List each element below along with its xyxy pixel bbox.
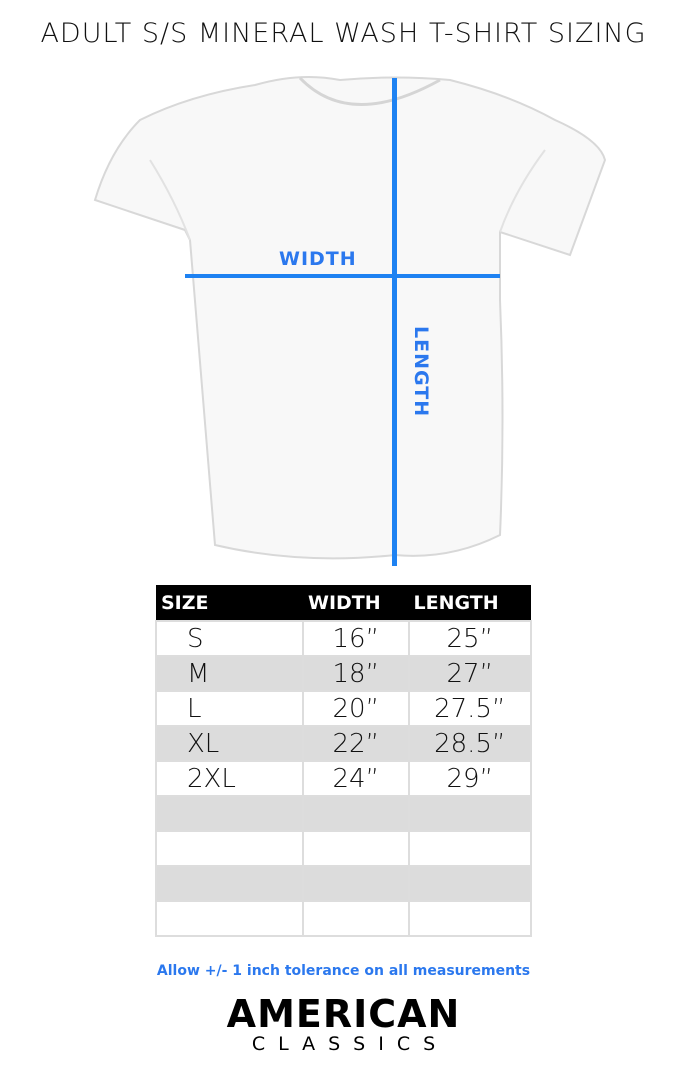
length-line xyxy=(392,78,397,566)
width-cell: 16” xyxy=(302,620,410,657)
size-cell: 2XL xyxy=(155,760,304,797)
size-cell: L xyxy=(155,690,304,727)
header-size: SIZE xyxy=(156,585,303,621)
table-row: L 20” 27.5” xyxy=(155,690,533,727)
table-row-empty xyxy=(155,795,533,832)
empty-cell xyxy=(407,900,533,937)
logo-line2: CLASSICS xyxy=(251,1033,449,1055)
empty-cell xyxy=(407,795,533,832)
size-cell: M xyxy=(155,655,304,692)
empty-cell xyxy=(155,865,304,902)
empty-cell xyxy=(302,900,410,937)
table-row: M 18” 27” xyxy=(155,655,533,692)
size-cell: XL xyxy=(155,725,304,762)
header-width: WIDTH xyxy=(303,585,409,621)
page-title: ADULT S/S MINERAL WASH T-SHIRT SIZING xyxy=(40,18,647,49)
width-cell: 20” xyxy=(302,690,410,727)
empty-cell xyxy=(302,795,410,832)
table-row: 2XL 24” 29” xyxy=(155,760,533,797)
table-row-empty xyxy=(155,865,533,902)
empty-cell xyxy=(407,830,533,867)
table-row-empty xyxy=(155,900,533,937)
table-header: SIZE WIDTH LENGTH xyxy=(156,585,531,621)
length-cell: 27” xyxy=(407,655,533,692)
width-line xyxy=(185,274,500,278)
empty-cell xyxy=(302,830,410,867)
empty-cell xyxy=(155,900,304,937)
table-row: S 16” 25” xyxy=(155,620,533,657)
tolerance-note: Allow +/- 1 inch tolerance on all measur… xyxy=(156,963,531,979)
length-cell: 29” xyxy=(407,760,533,797)
width-cell: 24” xyxy=(302,760,410,797)
width-label: WIDTH xyxy=(279,248,357,270)
empty-cell xyxy=(302,865,410,902)
empty-cell xyxy=(407,865,533,902)
size-table: SIZE WIDTH LENGTH S 16” 25” M 18” 27” L 20” 27… xyxy=(155,585,533,937)
tshirt-illustration xyxy=(93,75,607,560)
length-label: LENGTH xyxy=(410,326,432,418)
length-cell: 28.5” xyxy=(407,725,533,762)
width-cell: 18” xyxy=(302,655,410,692)
empty-cell xyxy=(155,830,304,867)
empty-cell xyxy=(155,795,304,832)
logo-line1: AMERICAN xyxy=(226,992,461,1036)
table-row-empty xyxy=(155,830,533,867)
length-cell: 25” xyxy=(407,620,533,657)
length-cell: 27.5” xyxy=(407,690,533,727)
header-length: LENGTH xyxy=(408,585,531,621)
size-cell: S xyxy=(155,620,304,657)
table-row: XL 22” 28.5” xyxy=(155,725,533,762)
brand-logo: AMERICAN CLASSICS xyxy=(0,995,687,1055)
width-cell: 22” xyxy=(302,725,410,762)
